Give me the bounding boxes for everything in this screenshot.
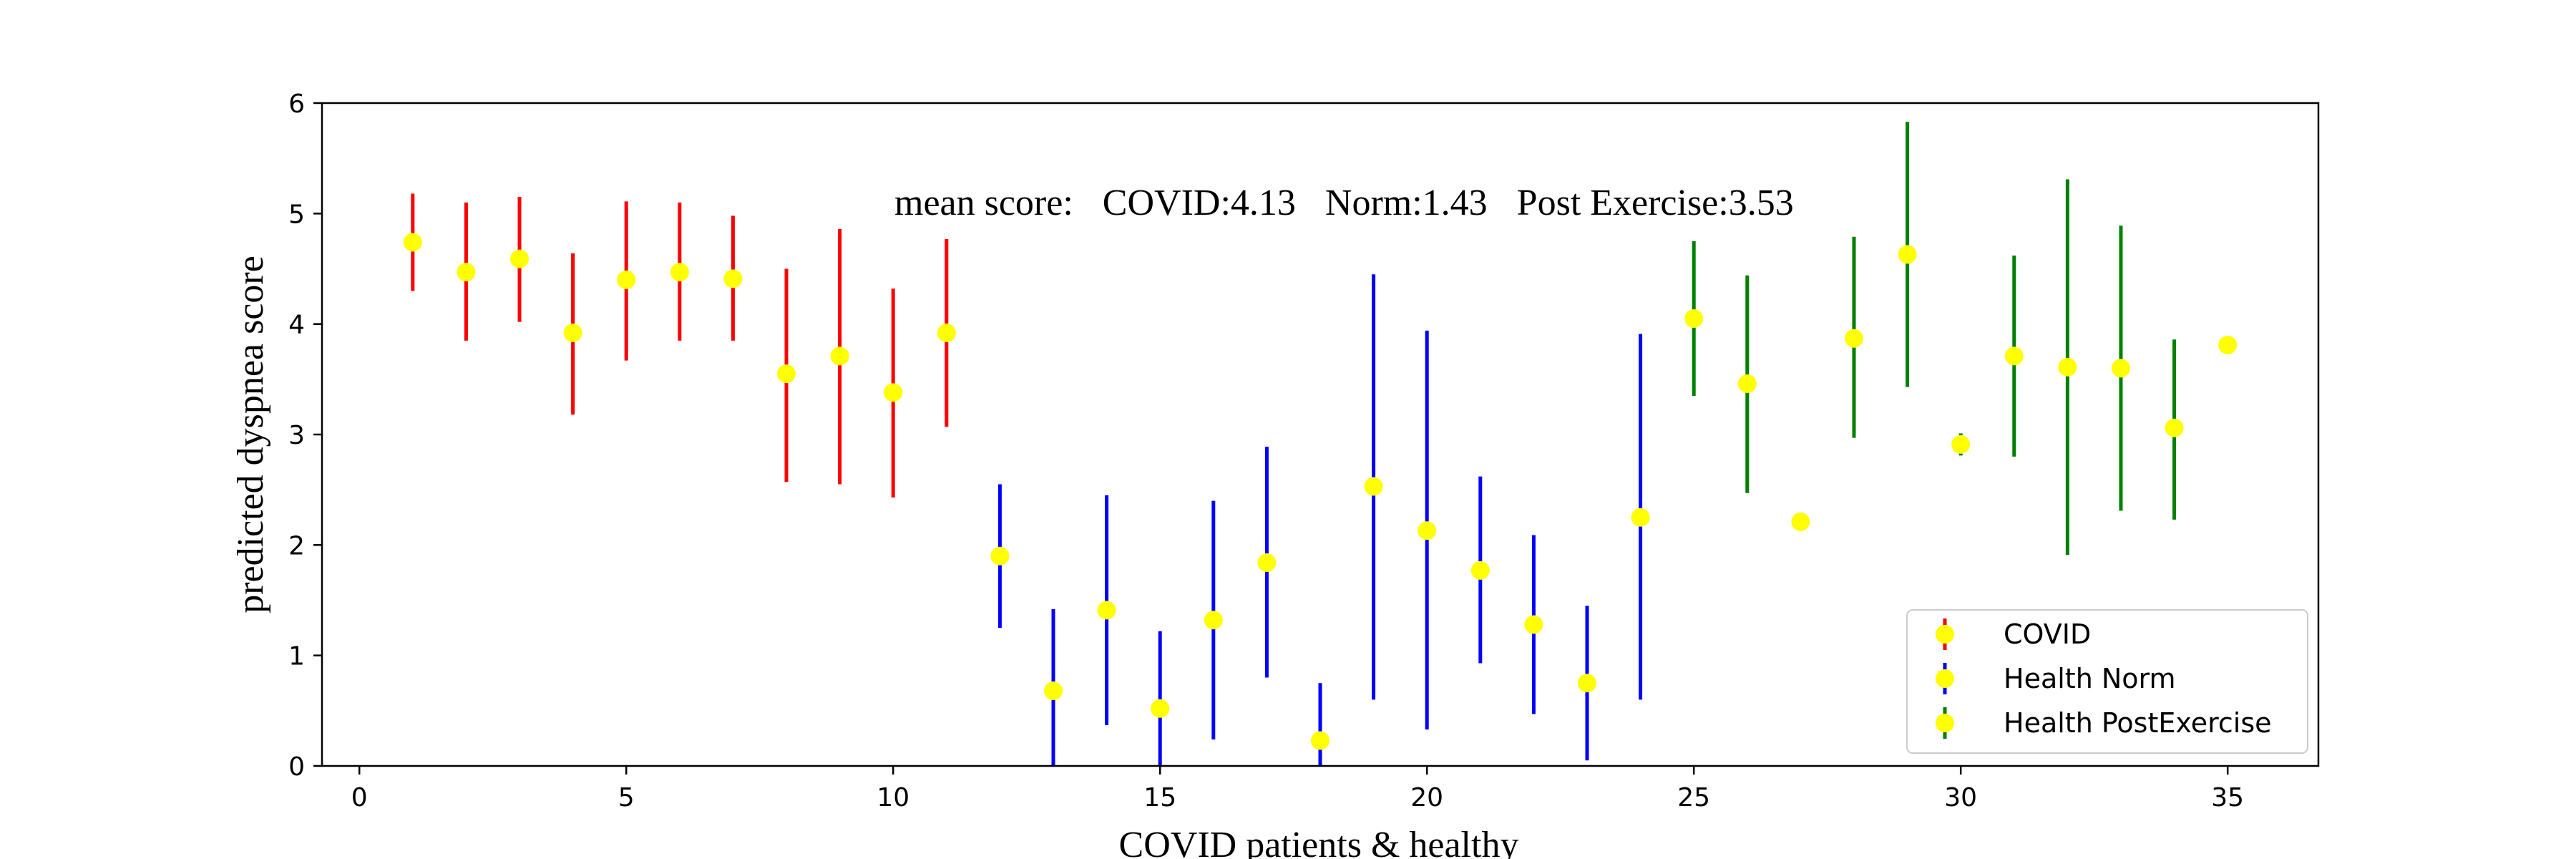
legend-frame: [1906, 609, 2308, 754]
data-point-covid: [937, 324, 956, 343]
y-tick-label: 2: [288, 531, 305, 560]
data-point-health-norm: [1364, 477, 1383, 496]
data-point-health-norm: [1044, 681, 1063, 701]
data-point-covid: [617, 270, 636, 289]
legend-marker-covid: [1936, 625, 1954, 644]
data-point-health-postexercise: [1684, 309, 1704, 328]
y-tick-label: 3: [288, 421, 305, 450]
x-tick-label: 35: [2211, 783, 2244, 812]
legend-marker-health-norm: [1936, 669, 1954, 688]
data-point-covid: [457, 263, 476, 282]
legend-label-covid: COVID: [2004, 618, 2091, 650]
data-point-health-postexercise: [2111, 359, 2130, 378]
data-point-covid: [777, 364, 796, 384]
data-point-health-norm: [990, 546, 1010, 566]
x-tick-label: 0: [351, 783, 368, 812]
legend-marker-health-postexercise: [1936, 714, 1954, 732]
y-axis-title: predicted dyspnea score: [230, 256, 271, 613]
x-tick-label: 20: [1410, 783, 1443, 812]
y-tick-label: 1: [288, 642, 305, 671]
y-axis-ticks: 0 1 2 3 4 5 6: [288, 89, 322, 782]
data-point-health-postexercise: [2218, 335, 2238, 354]
data-point-health-postexercise: [2058, 357, 2077, 377]
mean-score-annotation: mean score: COVID:4.13 Norm:1.43 Post Ex…: [894, 183, 1794, 223]
y-tick-label: 4: [288, 311, 305, 340]
legend: COVID Health Norm Health PostExercise: [1906, 609, 2308, 754]
data-point-health-norm: [1204, 611, 1223, 630]
annotation-norm-mean: Norm:1.43: [1325, 183, 1488, 223]
data-point-covid: [723, 269, 743, 288]
annotation-post-mean: Post Exercise:3.53: [1517, 183, 1794, 223]
data-point-health-norm: [1257, 553, 1277, 573]
data-point-health-postexercise: [1898, 245, 1917, 264]
y-tick-label: 0: [288, 752, 305, 782]
data-point-health-norm: [1577, 674, 1596, 693]
data-point-covid: [510, 249, 530, 268]
data-point-health-postexercise: [2004, 346, 2024, 366]
legend-label-health-norm: Health Norm: [2004, 663, 2176, 694]
data-point-covid: [670, 263, 689, 282]
data-point-health-norm: [1631, 508, 1650, 527]
legend-label-health-postexercise: Health PostExercise: [2004, 707, 2272, 739]
data-point-health-postexercise: [1791, 512, 1810, 531]
data-point-health-norm: [1470, 560, 1490, 580]
data-point-health-norm: [1418, 521, 1437, 540]
legend-items: COVID Health Norm Health PostExercise: [1936, 618, 2272, 739]
data-point-covid: [830, 346, 849, 366]
data-point-health-norm: [1097, 601, 1116, 620]
x-tick-label: 15: [1143, 783, 1176, 812]
data-point-health-postexercise: [1951, 435, 1971, 454]
data-point-health-postexercise: [1844, 329, 1863, 348]
data-point-health-norm: [1311, 731, 1330, 750]
annotation-covid-mean: COVID:4.13: [1103, 183, 1296, 223]
data-point-health-norm: [1524, 615, 1543, 634]
x-tick-label: 25: [1677, 783, 1710, 812]
x-axis-title: COVID patients & healthy: [1119, 825, 1519, 859]
data-point-health-postexercise: [1737, 374, 1757, 394]
x-tick-label: 5: [618, 783, 635, 812]
x-tick-label: 30: [1944, 783, 1977, 812]
data-point-covid: [884, 383, 903, 402]
plot-area-frame: [321, 102, 2320, 767]
data-points: [403, 233, 2238, 750]
data-point-covid: [403, 233, 422, 252]
x-axis-ticks: 0 5 10 15 20 25 30 35: [351, 766, 2244, 812]
x-tick-label: 10: [877, 783, 909, 812]
y-tick-label: 6: [288, 89, 305, 119]
annotation-prefix: mean score:: [894, 183, 1073, 223]
data-point-covid: [563, 324, 582, 343]
y-tick-label: 5: [288, 200, 305, 229]
data-point-health-norm: [1151, 699, 1170, 718]
data-point-health-postexercise: [2165, 418, 2184, 437]
